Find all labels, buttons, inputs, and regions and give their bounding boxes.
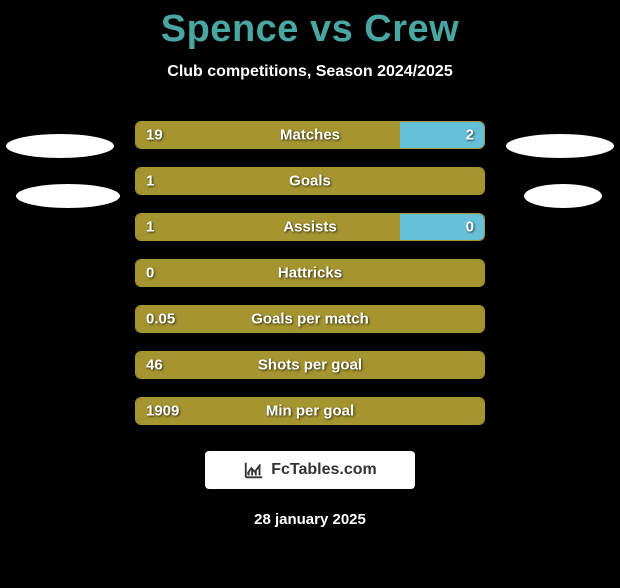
chart-icon xyxy=(243,459,265,481)
watermark: FcTables.com xyxy=(205,451,415,489)
stat-label: Goals per match xyxy=(136,311,484,328)
stat-row: 19 Matches 2 xyxy=(135,121,485,149)
stat-label: Min per goal xyxy=(136,403,484,420)
stat-row: 0 Hattricks xyxy=(135,259,485,287)
stat-label: Assists xyxy=(136,219,484,236)
stat-row: 1909 Min per goal xyxy=(135,397,485,425)
stat-row: 46 Shots per goal xyxy=(135,351,485,379)
stat-label: Goals xyxy=(136,173,484,190)
stat-label: Shots per goal xyxy=(136,357,484,374)
right-value: 0 xyxy=(466,219,474,236)
page-subtitle: Club competitions, Season 2024/2025 xyxy=(0,63,620,81)
page-title: Spence vs Crew xyxy=(0,8,620,51)
left-club-logo-1 xyxy=(6,134,114,158)
right-club-logo-1 xyxy=(506,134,614,158)
stat-label: Hattricks xyxy=(136,265,484,282)
comparison-rows: 19 Matches 2 1 Goals 1 Assists 0 0 Hattr… xyxy=(0,121,620,425)
left-club-logo-2 xyxy=(16,184,120,208)
right-value: 2 xyxy=(466,127,474,144)
watermark-text: FcTables.com xyxy=(271,461,377,479)
stat-row: 0.05 Goals per match xyxy=(135,305,485,333)
right-club-logo-2 xyxy=(524,184,602,208)
stat-label: Matches xyxy=(136,127,484,144)
stat-row: 1 Assists 0 xyxy=(135,213,485,241)
footer-date: 28 january 2025 xyxy=(0,511,620,528)
stat-row: 1 Goals xyxy=(135,167,485,195)
